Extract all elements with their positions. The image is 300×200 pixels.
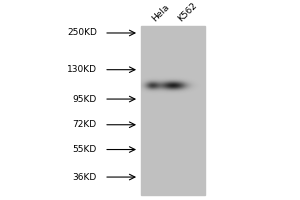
Text: 130KD: 130KD (67, 65, 97, 74)
Text: 250KD: 250KD (67, 28, 97, 37)
Text: 36KD: 36KD (73, 173, 97, 182)
Text: 55KD: 55KD (73, 145, 97, 154)
Text: Hela: Hela (150, 3, 171, 24)
Text: K562: K562 (176, 1, 198, 24)
Text: 95KD: 95KD (73, 95, 97, 104)
Text: 72KD: 72KD (73, 120, 97, 129)
Bar (141, 26, 205, 195)
